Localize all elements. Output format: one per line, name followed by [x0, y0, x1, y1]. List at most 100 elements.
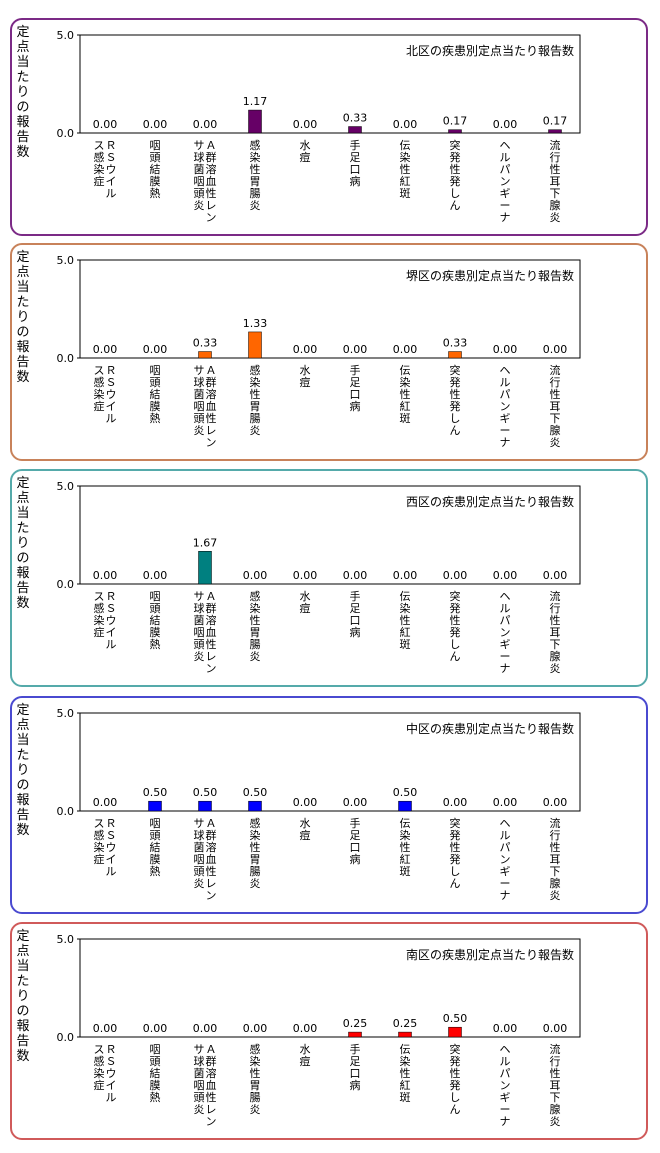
plot-area — [79, 938, 581, 1038]
y-tick-label: 0.0 — [57, 805, 75, 818]
y-tick-label: 5.0 — [57, 29, 75, 42]
category-label: 流行性耳下腺炎 — [550, 363, 561, 449]
data-label: 0.00 — [143, 343, 168, 356]
y-tick-label: 0.0 — [57, 578, 75, 591]
data-label: 0.00 — [143, 569, 168, 582]
category-label: ヘルパンギーナ — [500, 364, 511, 449]
y-tick-label: 5.0 — [57, 933, 75, 946]
data-label: 0.00 — [193, 1022, 218, 1035]
bar — [148, 800, 162, 812]
data-label: 1.33 — [243, 317, 268, 330]
y-axis-title: 定点当たりの報告数 — [16, 929, 29, 1064]
data-label: 0.00 — [493, 1022, 518, 1035]
category-label: 咽頭結膜熱 — [150, 590, 161, 651]
category-label: ヘルパンギーナ — [500, 817, 511, 902]
category-label: 咽頭結膜熱 — [150, 1043, 161, 1104]
bar — [248, 800, 262, 812]
category-label: 突発性発しん — [450, 138, 461, 212]
category-label: 手足口病 — [350, 589, 361, 639]
data-label: 0.00 — [543, 343, 568, 356]
data-label: 0.33 — [193, 337, 218, 350]
category-label: 手足口病 — [350, 363, 361, 413]
chart-panel: 定点当たりの報告数 0.0 5.0 北区の疾患別定点当たり報告数 0.00 ＲＳウイルス感… — [10, 18, 648, 236]
category-label: Ａ群溶血性レンサ球菌咽頭炎 — [194, 817, 217, 902]
data-label: 0.00 — [293, 118, 318, 131]
category-label: 流行性耳下腺炎 — [550, 138, 561, 224]
data-label: 0.00 — [393, 118, 418, 131]
y-tick-label: 0.0 — [57, 352, 75, 365]
category-label: Ａ群溶血性レンサ球菌咽頭炎 — [194, 1043, 217, 1128]
category-label: ＲＳウイルス感染症 — [94, 590, 117, 651]
bar — [398, 1031, 412, 1038]
data-label: 0.00 — [93, 796, 118, 809]
category-label: 水痘 — [300, 590, 311, 615]
category-label: 突発性発しん — [450, 1042, 461, 1116]
chart-panel: 定点当たりの報告数 0.0 5.0 中区の疾患別定点当たり報告数 0.00 ＲＳウイルス感… — [10, 696, 648, 914]
data-label: 0.00 — [393, 569, 418, 582]
data-label: 0.17 — [543, 115, 568, 128]
y-tick-label: 0.0 — [57, 1031, 75, 1044]
data-label: 0.00 — [143, 1022, 168, 1035]
category-label: ヘルパンギーナ — [500, 139, 511, 224]
data-label: 0.00 — [243, 569, 268, 582]
data-label: 0.00 — [543, 796, 568, 809]
bar — [248, 109, 262, 134]
category-label: 突発性発しん — [450, 363, 461, 437]
bar — [398, 800, 412, 812]
category-label: 伝染性紅斑 — [400, 1043, 411, 1104]
data-label: 0.50 — [243, 786, 268, 799]
data-label: 0.33 — [443, 337, 468, 350]
bar — [448, 1026, 462, 1038]
y-tick-label: 5.0 — [57, 707, 75, 720]
y-axis-title: 定点当たりの報告数 — [16, 476, 29, 611]
category-label: 流行性耳下腺炎 — [550, 816, 561, 902]
y-tick-label: 0.0 — [57, 127, 75, 140]
category-label: 伝染性紅斑 — [400, 364, 411, 425]
data-label: 0.00 — [93, 118, 118, 131]
bar — [198, 551, 212, 585]
chart-svg: 定点当たりの報告数 0.0 5.0 西区の疾患別定点当たり報告数 0.00 ＲＳウイルス感… — [16, 476, 581, 675]
plot-area — [79, 485, 581, 585]
data-label: 0.00 — [343, 343, 368, 356]
category-label: 突発性発しん — [450, 816, 461, 890]
data-label: 1.67 — [193, 536, 218, 549]
chart-title: 北区の疾患別定点当たり報告数 — [406, 43, 574, 58]
category-label: 手足口病 — [350, 816, 361, 866]
data-label: 0.00 — [93, 343, 118, 356]
category-label: ＲＳウイルス感染症 — [94, 139, 117, 200]
category-label: 流行性耳下腺炎 — [550, 1042, 561, 1128]
y-tick-label: 5.0 — [57, 254, 75, 267]
bar — [198, 800, 212, 812]
data-label: 0.00 — [493, 118, 518, 131]
bar — [248, 331, 262, 359]
category-label: Ａ群溶血性レンサ球菌咽頭炎 — [194, 139, 217, 224]
data-label: 0.00 — [293, 343, 318, 356]
category-label: 伝染性紅斑 — [400, 590, 411, 651]
chart-svg: 定点当たりの報告数 0.0 5.0 北区の疾患別定点当たり報告数 0.00 ＲＳウイルス感… — [16, 25, 581, 224]
data-label: 0.00 — [493, 343, 518, 356]
category-label: 突発性発しん — [450, 589, 461, 663]
category-label: 感染性胃腸炎 — [250, 364, 261, 437]
category-label: 咽頭結膜熱 — [150, 139, 161, 200]
category-label: 水痘 — [300, 364, 311, 389]
category-label: 伝染性紅斑 — [400, 817, 411, 878]
data-label: 0.00 — [293, 1022, 318, 1035]
category-label: 手足口病 — [350, 1042, 361, 1092]
bar — [448, 351, 462, 359]
bar — [198, 351, 212, 359]
data-label: 0.50 — [193, 786, 218, 799]
chart-svg: 定点当たりの報告数 0.0 5.0 中区の疾患別定点当たり報告数 0.00 ＲＳウイルス感… — [16, 703, 581, 902]
bar — [448, 129, 462, 134]
data-label: 0.00 — [493, 569, 518, 582]
bar — [348, 1031, 362, 1038]
y-tick-label: 5.0 — [57, 480, 75, 493]
data-label: 0.17 — [443, 115, 468, 128]
data-label: 0.00 — [493, 796, 518, 809]
plot-area — [79, 34, 581, 134]
data-label: 0.00 — [443, 796, 468, 809]
data-label: 0.00 — [193, 118, 218, 131]
plot-area — [79, 259, 581, 359]
y-axis-title: 定点当たりの報告数 — [16, 703, 29, 838]
data-label: 0.50 — [443, 1012, 468, 1025]
y-axis-title: 定点当たりの報告数 — [16, 250, 29, 385]
